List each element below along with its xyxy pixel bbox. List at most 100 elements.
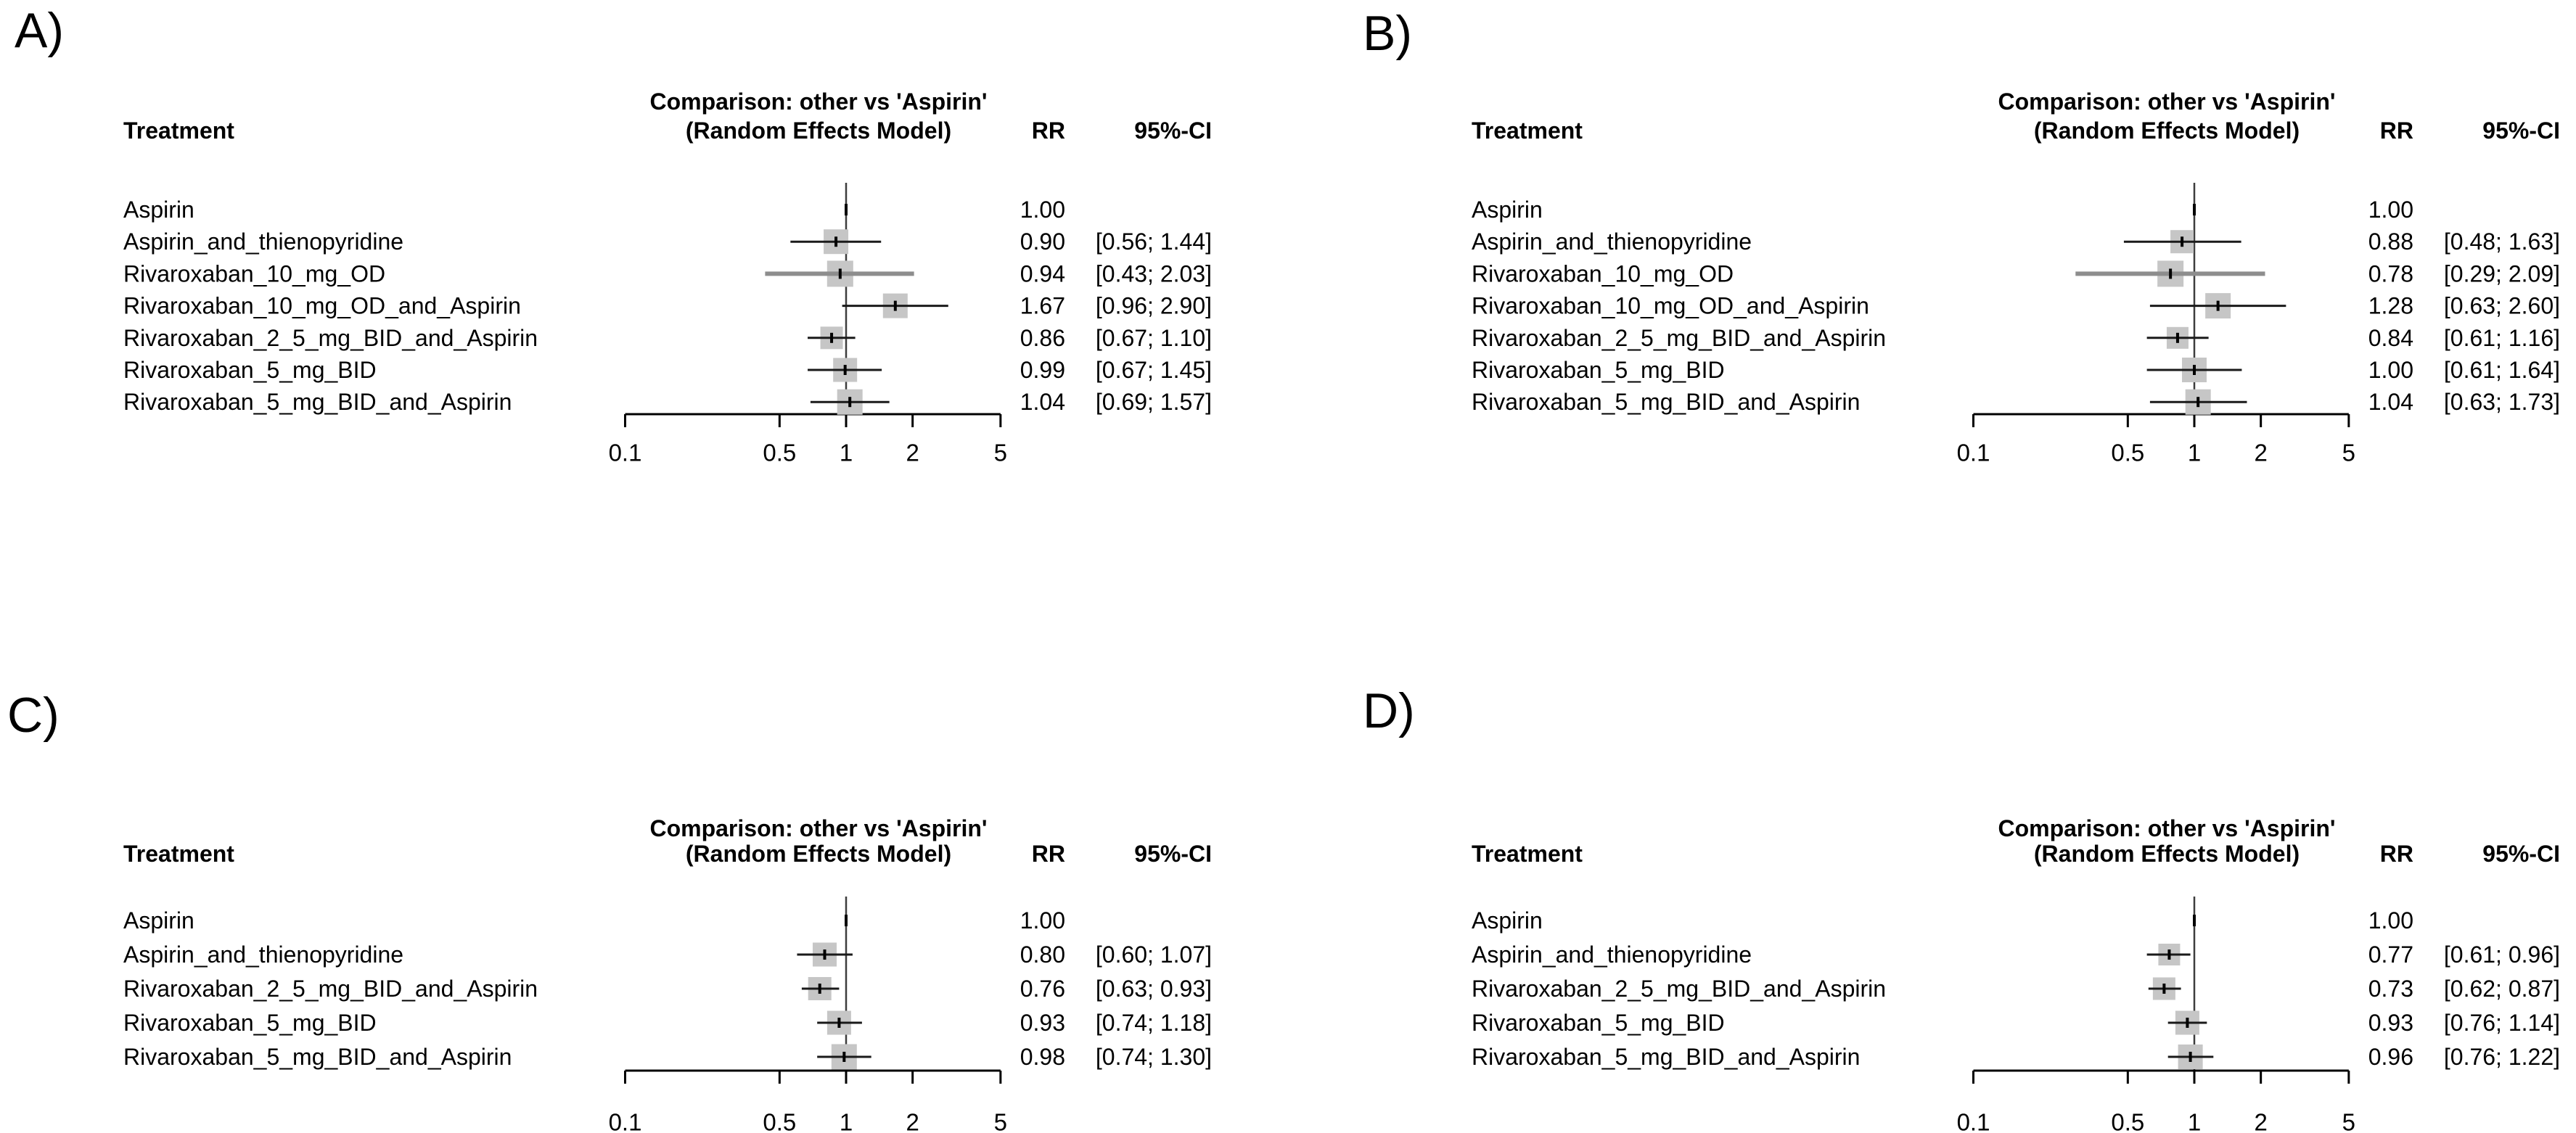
treatment-name: Rivaroxaban_5_mg_BID [123, 1010, 377, 1036]
ci-value: [0.43; 2.03] [1096, 260, 1212, 287]
treatment-name: Rivaroxaban_10_mg_OD_and_Aspirin [123, 293, 521, 319]
ci-value: [0.61; 1.64] [2444, 357, 2560, 383]
rr-value: 0.98 [1020, 1044, 1065, 1070]
treatment-name: Aspirin_and_thienopyridine [123, 228, 403, 255]
treatment-name: Rivaroxaban_5_mg_BID [123, 357, 377, 383]
treatment-name: Rivaroxaban_5_mg_BID [1472, 357, 1725, 383]
ci-value: [0.60; 1.07] [1096, 942, 1212, 968]
panel-label-c: C) [7, 688, 60, 743]
forest-plot-panel-a: Comparison: other vs 'Aspirin' (Random Ef… [123, 88, 1212, 466]
plot-title: Comparison: other vs 'Aspirin' [1998, 88, 2335, 115]
plot-subtitle: (Random Effects Model) [686, 841, 951, 867]
x-axis-tick-label: 5 [2342, 1109, 2355, 1133]
treatment-name: Rivaroxaban_5_mg_BID [1472, 1010, 1725, 1036]
treatment-name: Rivaroxaban_5_mg_BID_and_Aspirin [123, 1044, 512, 1070]
x-axis-tick-label: 1 [2188, 1109, 2201, 1133]
treatment-column-header: Treatment [123, 118, 234, 144]
treatment-name: Rivaroxaban_10_mg_OD_and_Aspirin [1472, 293, 1869, 319]
x-axis-tick-label: 0.5 [2111, 440, 2144, 466]
x-axis-tick-label: 0.5 [763, 1109, 796, 1133]
rr-value: 1.00 [2368, 357, 2413, 383]
x-axis-tick-label: 5 [2342, 440, 2355, 466]
panel-label-b: B) [1363, 6, 1412, 61]
x-axis-tick-label: 0.5 [2111, 1109, 2144, 1133]
treatment-name: Aspirin_and_thienopyridine [1472, 942, 1752, 968]
rr-value: 0.96 [2368, 1044, 2413, 1070]
ci-value: [0.63; 2.60] [2444, 293, 2560, 319]
ci-value: [0.96; 2.90] [1096, 293, 1212, 319]
ci-value: [0.56; 1.44] [1096, 228, 1212, 255]
ci-value: [0.29; 2.09] [2444, 260, 2560, 287]
rr-value: 1.28 [2368, 293, 2413, 319]
point-estimate-marker [2216, 300, 2220, 311]
x-axis-tick-label: 1 [840, 440, 853, 466]
x-axis-tick-label: 1 [2188, 440, 2201, 466]
ci-value: [0.62; 0.87] [2444, 976, 2560, 1002]
forest-plot-panel-d: Comparison: other vs 'Aspirin'(Random Ef… [1472, 815, 2560, 1133]
ci-value: [0.76; 1.14] [2444, 1010, 2560, 1036]
ci-column-header: 95%-CI [1134, 841, 1212, 867]
treatment-name: Rivaroxaban_2_5_mg_BID_and_Aspirin [1472, 325, 1886, 351]
ci-value: [0.63; 1.73] [2444, 389, 2560, 415]
rr-value: 1.67 [1020, 293, 1065, 319]
treatment-name: Rivaroxaban_5_mg_BID_and_Aspirin [123, 389, 512, 415]
point-estimate-marker [837, 1018, 841, 1028]
treatment-column-header: Treatment [1472, 841, 1583, 867]
panel-label-d: D) [1363, 683, 1415, 738]
rr-value: 0.80 [1020, 942, 1065, 968]
ci-value: [0.74; 1.30] [1096, 1044, 1212, 1070]
panel-label-a: A) [15, 3, 64, 58]
treatment-column-header: Treatment [123, 841, 234, 867]
rr-value: 0.93 [1020, 1010, 1065, 1036]
point-estimate-marker [2189, 1052, 2192, 1062]
ci-value: [0.74; 1.18] [1096, 1010, 1212, 1036]
forest-plot-panel-c: Comparison: other vs 'Aspirin'(Random Ef… [123, 815, 1212, 1133]
rr-value: 1.00 [1020, 197, 1065, 223]
rr-value: 0.99 [1020, 357, 1065, 383]
rr-value: 1.04 [1020, 389, 1065, 415]
plot-subtitle: (Random Effects Model) [2034, 118, 2300, 144]
rr-value: 0.94 [1020, 260, 1065, 287]
treatment-name: Aspirin_and_thienopyridine [1472, 228, 1752, 255]
rr-value: 0.93 [2368, 1010, 2413, 1036]
x-axis-tick-label: 2 [906, 1109, 919, 1133]
x-axis-tick-label: 2 [2254, 1109, 2267, 1133]
rr-value: 0.86 [1020, 325, 1065, 351]
treatment-name: Rivaroxaban_5_mg_BID_and_Aspirin [1472, 1044, 1860, 1070]
ci-value: [0.76; 1.22] [2444, 1044, 2560, 1070]
point-estimate-marker [2169, 268, 2173, 279]
rr-column-header: RR [2380, 118, 2413, 144]
plot-subtitle: (Random Effects Model) [2034, 841, 2300, 867]
reference-marker [2193, 204, 2196, 215]
x-axis-tick-label: 0.1 [609, 1109, 642, 1133]
treatment-name: Aspirin [123, 197, 194, 223]
ci-value: [0.48; 1.63] [2444, 228, 2560, 255]
point-estimate-marker [2167, 949, 2171, 960]
forest-plot-panel-b: Comparison: other vs 'Aspirin' (Random Ef… [1472, 88, 2560, 466]
ci-value: [0.67; 1.10] [1096, 325, 1212, 351]
treatment-name: Rivaroxaban_10_mg_OD [123, 260, 385, 287]
ci-column-header: 95%-CI [1134, 118, 1212, 144]
rr-column-header: RR [2380, 841, 2413, 867]
treatment-name: Rivaroxaban_2_5_mg_BID_and_Aspirin [123, 976, 538, 1002]
ci-value: [0.63; 0.93] [1096, 976, 1212, 1002]
rr-value: 1.04 [2368, 389, 2413, 415]
rr-value: 0.90 [1020, 228, 1065, 255]
point-estimate-marker [838, 268, 842, 279]
plot-subtitle: (Random Effects Model) [686, 118, 951, 144]
x-axis-tick-label: 0.5 [763, 440, 796, 466]
rr-value: 0.73 [2368, 976, 2413, 1002]
treatment-name: Rivaroxaban_2_5_mg_BID_and_Aspirin [1472, 976, 1886, 1002]
treatment-name: Rivaroxaban_2_5_mg_BID_and_Aspirin [123, 325, 538, 351]
ci-column-header: 95%-CI [2482, 118, 2560, 144]
treatment-name: Aspirin [123, 907, 194, 934]
point-estimate-marker [843, 365, 847, 375]
point-estimate-marker [2181, 236, 2184, 247]
point-estimate-marker [2175, 332, 2179, 343]
rr-column-header: RR [1032, 841, 1065, 867]
point-estimate-marker [848, 397, 852, 408]
rr-value: 0.77 [2368, 942, 2413, 968]
plot-title: Comparison: other vs 'Aspirin' [1998, 815, 2335, 841]
rr-value: 0.76 [1020, 976, 1065, 1002]
